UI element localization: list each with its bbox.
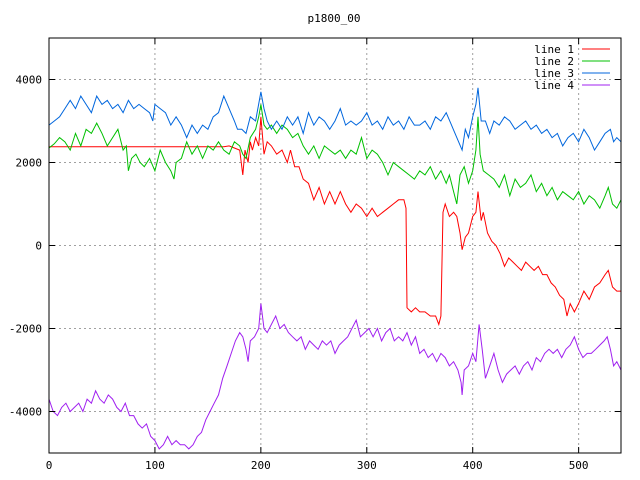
x-tick-label: 500 bbox=[569, 459, 589, 472]
y-tick-label: -4000 bbox=[9, 406, 42, 419]
y-tick-label: -2000 bbox=[9, 323, 42, 336]
legend-label-4: line 4 bbox=[534, 79, 574, 92]
chart-title: p1800_00 bbox=[308, 12, 361, 25]
series-line-4 bbox=[49, 303, 621, 450]
y-tick-label: 4000 bbox=[16, 74, 43, 87]
y-tick-label: 2000 bbox=[16, 157, 43, 170]
x-tick-label: 400 bbox=[463, 459, 483, 472]
series-lines bbox=[49, 87, 621, 450]
y-tick-label: 0 bbox=[35, 240, 42, 253]
legend-label-2: line 2 bbox=[534, 55, 574, 68]
x-tick-label: 100 bbox=[145, 459, 165, 472]
x-tick-label: 0 bbox=[46, 459, 53, 472]
series-line-3 bbox=[49, 87, 621, 152]
legend-label-1: line 1 bbox=[534, 43, 574, 56]
legend-label-3: line 3 bbox=[534, 67, 574, 80]
series-line-1 bbox=[49, 116, 621, 327]
x-tick-label: 200 bbox=[251, 459, 271, 472]
x-tick-label: 300 bbox=[357, 459, 377, 472]
grid bbox=[49, 38, 621, 453]
axis-ticks: 0 100 200 300 400 500 -4000 -2000 0 2000 4000 bbox=[9, 38, 621, 472]
series-line-2 bbox=[49, 104, 621, 210]
